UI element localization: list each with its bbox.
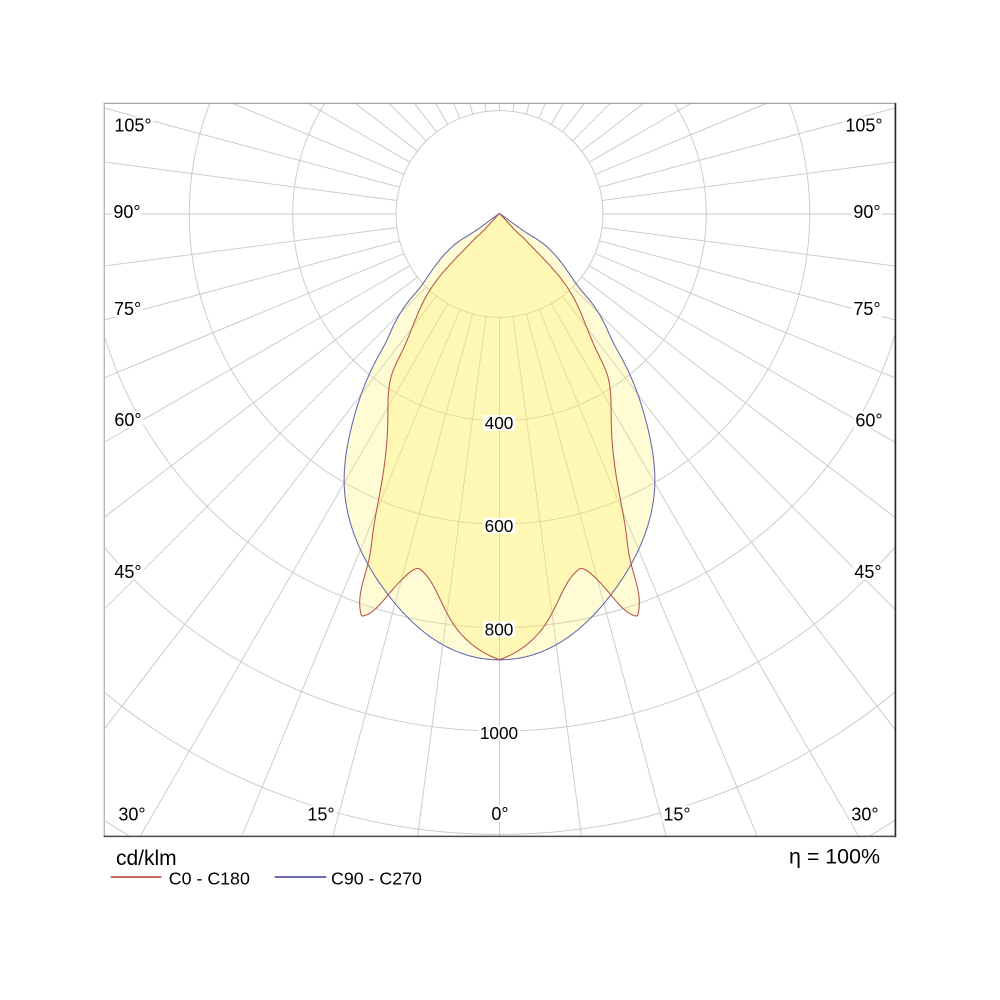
svg-text:C0 - C180: C0 - C180	[169, 869, 250, 889]
svg-text:400: 400	[485, 413, 514, 433]
svg-text:600: 600	[485, 516, 514, 536]
svg-text:30°: 30°	[118, 805, 145, 825]
svg-text:15°: 15°	[663, 804, 690, 824]
svg-text:η = 100%: η = 100%	[789, 845, 880, 869]
svg-text:1000: 1000	[480, 723, 518, 743]
svg-text:60°: 60°	[855, 411, 882, 431]
svg-text:45°: 45°	[114, 562, 141, 582]
svg-text:75°: 75°	[853, 299, 880, 319]
svg-text:90°: 90°	[853, 202, 880, 222]
svg-text:90°: 90°	[113, 202, 140, 222]
svg-text:cd/klm: cd/klm	[116, 847, 177, 870]
svg-text:800: 800	[485, 620, 514, 640]
svg-text:30°: 30°	[851, 805, 878, 825]
svg-text:45°: 45°	[854, 562, 881, 582]
svg-text:75°: 75°	[114, 299, 141, 319]
svg-text:105°: 105°	[114, 116, 151, 136]
svg-text:105°: 105°	[845, 116, 882, 136]
svg-text:0°: 0°	[491, 804, 508, 824]
svg-text:60°: 60°	[114, 410, 141, 430]
svg-text:C90 - C270: C90 - C270	[331, 869, 422, 889]
svg-text:15°: 15°	[307, 804, 334, 824]
